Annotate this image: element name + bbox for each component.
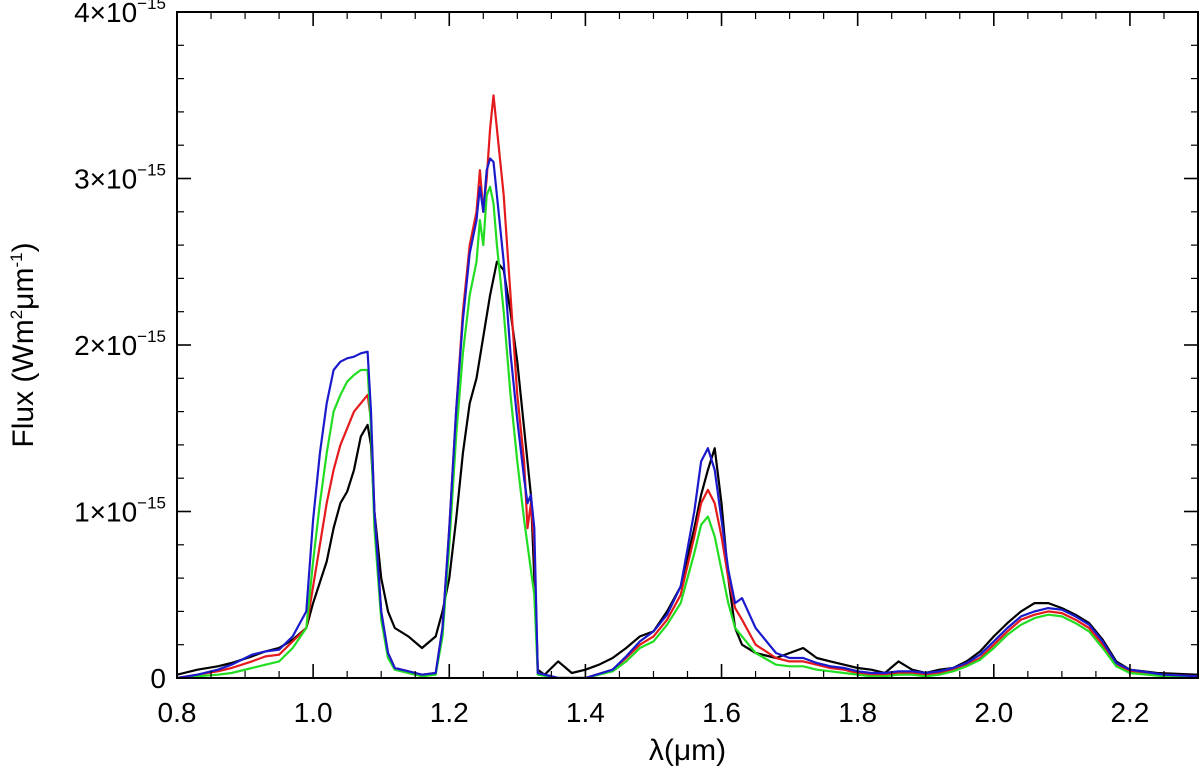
y-axis-title-sup1: 2 — [7, 310, 26, 319]
x-tick-label: 2.2 — [1110, 697, 1149, 728]
labels-layer: 0.8 1.0 1.2 1.4 1.6 1.8 2.0 2.2 0 1×10−15 2×10−15 3… — [74, 0, 1149, 728]
ticks-layer — [176, 11, 1199, 679]
y-axis-title-mid: μm — [7, 268, 40, 310]
y-tick-label: 0 — [150, 663, 166, 694]
x-tick-label: 1.8 — [838, 697, 877, 728]
y-tick-label: 4×10−15 — [74, 0, 166, 28]
series-layer — [177, 94, 1198, 678]
y-tick-label: 1×10−15 — [74, 494, 166, 528]
y-axis-title-sup2: -1 — [7, 252, 26, 267]
x-tick-label: 1.2 — [430, 697, 469, 728]
x-tick-label: 2.0 — [974, 697, 1013, 728]
x-tick-label: 1.4 — [566, 697, 605, 728]
x-tick-label: 1.6 — [702, 697, 741, 728]
x-axis-title: λ(μm) — [649, 734, 726, 767]
y-axis-title-prefix: Flux (Wm — [7, 319, 40, 447]
y-tick-label: 2×10−15 — [74, 327, 166, 361]
y-tick-label: 3×10−15 — [74, 161, 166, 195]
series-line-4 — [177, 157, 1198, 678]
x-tick-label: 0.8 — [158, 697, 197, 728]
y-axis-title: Flux (Wm2μm-1) — [7, 242, 40, 447]
x-tick-label: 1.0 — [294, 697, 333, 728]
series-line-3 — [177, 185, 1198, 678]
y-axis-title-suffix: ) — [7, 242, 40, 252]
